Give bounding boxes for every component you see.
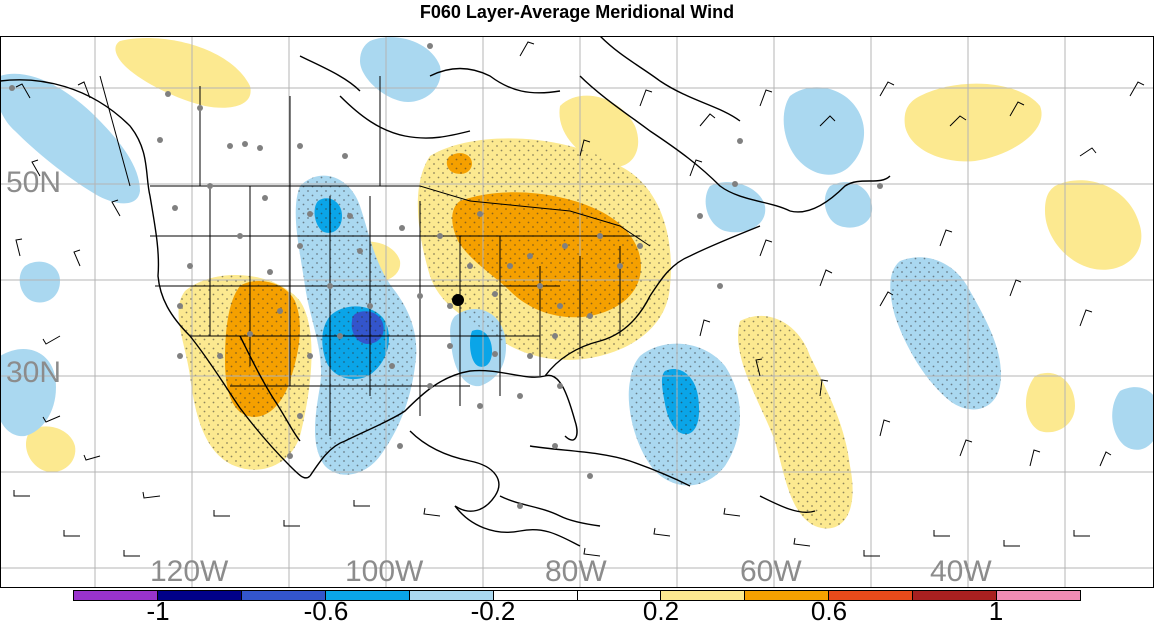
lat-lon-grid — [0, 36, 1154, 588]
colorbar-segment — [157, 591, 242, 600]
colorbar-label: 1 — [988, 596, 1004, 626]
colorbar-label: 0.6 — [810, 596, 848, 626]
lon-label-120w: 120W — [150, 555, 229, 588]
colorbar-label: -0.6 — [303, 596, 349, 626]
coastlines — [0, 36, 891, 547]
colorbar-segment — [409, 591, 494, 600]
colorbar-segment — [745, 591, 830, 600]
colorbar-segment — [74, 591, 158, 600]
meridional-wind-map — [0, 36, 1154, 588]
highlighted-station — [452, 294, 464, 306]
colorbar-segment — [829, 591, 914, 600]
lat-label-30n: 30N — [6, 356, 62, 389]
colorbar-label: 0.2 — [642, 596, 680, 626]
lon-label-100w: 100W — [345, 555, 424, 588]
lon-label-40w: 40W — [930, 555, 992, 588]
colorbar-segment — [913, 591, 998, 600]
colorbar-label: -1 — [146, 596, 170, 626]
map-title: F060 Layer-Average Meridional Wind — [419, 2, 735, 22]
colorbar-segment — [241, 591, 326, 600]
lon-label-80w: 80W — [545, 555, 607, 588]
colorbar-segment — [661, 591, 746, 600]
colorbar-label: -0.2 — [470, 596, 516, 626]
station-markers — [9, 43, 883, 509]
colorbar-segment — [493, 591, 578, 600]
colorbar-segment — [997, 591, 1081, 600]
lat-label-50n: 50N — [6, 166, 62, 199]
colorbar-segment — [577, 591, 662, 600]
colorbar — [73, 590, 1081, 601]
wind-barbs — [13, 41, 1145, 557]
colorbar-segment — [325, 591, 410, 600]
lon-label-60w: 60W — [740, 555, 802, 588]
